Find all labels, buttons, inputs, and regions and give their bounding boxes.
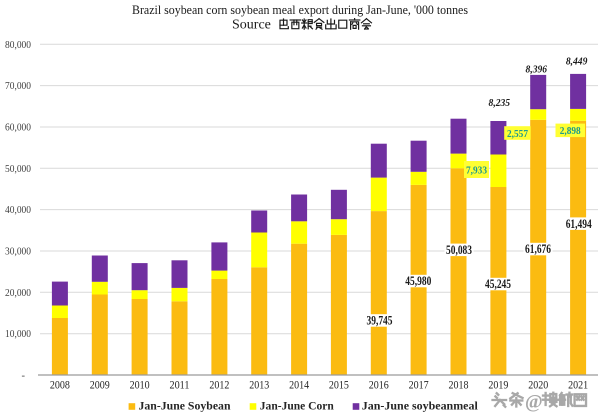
svg-text:45,245: 45,245 — [485, 277, 511, 291]
svg-text:2021: 2021 — [568, 380, 588, 392]
svg-text:2,557: 2,557 — [507, 128, 528, 140]
svg-text:80,000: 80,000 — [5, 39, 31, 51]
svg-text:2010: 2010 — [130, 380, 150, 392]
svg-text:2014: 2014 — [289, 380, 309, 392]
svg-text:Source: Source — [232, 18, 271, 33]
svg-text:2013: 2013 — [249, 380, 269, 392]
svg-text:2015: 2015 — [329, 380, 349, 392]
svg-text:2020: 2020 — [528, 380, 548, 392]
svg-text:45,980: 45,980 — [405, 274, 431, 288]
svg-text:40,000: 40,000 — [5, 204, 31, 216]
svg-text:2009: 2009 — [90, 380, 110, 392]
svg-text:8,396: 8,396 — [526, 65, 548, 76]
svg-text:50,000: 50,000 — [5, 163, 31, 175]
svg-text:60,000: 60,000 — [5, 122, 31, 134]
svg-text:10,000: 10,000 — [5, 328, 31, 340]
svg-text:2011: 2011 — [170, 380, 190, 392]
svg-text:70,000: 70,000 — [5, 80, 31, 92]
svg-text:8,449: 8,449 — [566, 57, 588, 68]
svg-text:2,898: 2,898 — [560, 125, 581, 137]
svg-text:30,000: 30,000 — [5, 246, 31, 258]
svg-text:2019: 2019 — [488, 380, 508, 392]
svg-text:2017: 2017 — [409, 380, 429, 392]
svg-text:2008: 2008 — [50, 380, 70, 392]
svg-text:Brazil soybean corn soybean me: Brazil soybean corn soybean meal export … — [132, 3, 468, 17]
svg-text:39,745: 39,745 — [367, 314, 393, 328]
svg-text:7,933: 7,933 — [466, 164, 487, 176]
svg-text:-: - — [22, 371, 26, 382]
svg-text:8,235: 8,235 — [489, 98, 511, 109]
svg-text:61,494: 61,494 — [566, 217, 593, 231]
svg-text:61,676: 61,676 — [525, 242, 551, 256]
svg-text:@: @ — [525, 392, 543, 413]
svg-text:2018: 2018 — [449, 380, 469, 392]
svg-text:20,000: 20,000 — [5, 287, 31, 299]
svg-text:2016: 2016 — [369, 380, 389, 392]
svg-text:Jan-June Corn: Jan-June Corn — [260, 401, 335, 413]
svg-text:Jan-June soybeanmeal: Jan-June soybeanmeal — [362, 401, 478, 413]
svg-text:Jan-June Soybean: Jan-June Soybean — [139, 401, 232, 413]
svg-text:2012: 2012 — [209, 380, 229, 392]
svg-text:50,083: 50,083 — [446, 243, 472, 257]
